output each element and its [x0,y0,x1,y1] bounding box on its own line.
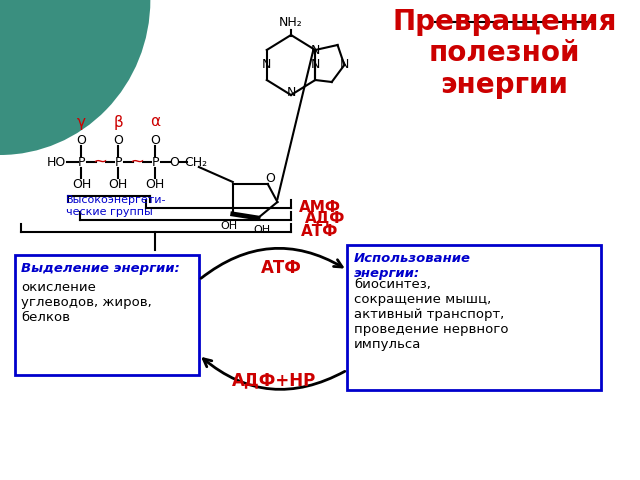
Text: АТФ: АТФ [301,224,339,239]
Text: АТФ: АТФ [261,259,301,277]
Text: N: N [286,85,296,98]
Text: АМФ: АМФ [299,200,341,215]
Text: АДФ+НР: АДФ+НР [232,371,317,389]
Text: окисление
углеводов, жиров,
белков: окисление углеводов, жиров, белков [21,281,152,324]
Text: N: N [310,44,320,57]
Text: ~: ~ [92,153,108,171]
Text: ~: ~ [129,153,144,171]
Text: P: P [77,156,85,168]
Text: OH: OH [253,225,271,235]
Text: NH₂: NH₂ [279,15,303,28]
Text: γ: γ [77,115,86,130]
Text: O: O [150,133,160,146]
Text: O: O [113,133,124,146]
Wedge shape [0,0,150,155]
Bar [348,245,602,390]
Bar [15,255,199,375]
Text: АДФ: АДФ [305,212,345,227]
Text: N: N [310,59,320,72]
Text: Выделение энергии:: Выделение энергии: [21,262,180,275]
Text: O: O [77,133,86,146]
Text: P: P [115,156,122,168]
Text: β: β [113,115,124,130]
Text: OH: OH [72,178,91,191]
FancyArrowPatch shape [201,248,342,278]
Text: HO: HO [47,156,66,168]
Text: OH: OH [109,178,128,191]
Text: α: α [150,115,160,130]
Text: N: N [340,59,349,72]
Text: O: O [266,171,276,184]
Text: CH₂: CH₂ [184,156,207,168]
Text: биосинтез,
сокращение мышц,
активный транспорт,
проведение нервного
импульса: биосинтез, сокращение мышц, активный тра… [354,278,509,351]
Text: Высокоэнергети-
ческие группы: Высокоэнергети- ческие группы [66,195,166,216]
Text: P: P [152,156,159,168]
Text: Превращения
полезной
энергии: Превращения полезной энергии [392,8,616,98]
Text: N: N [262,59,271,72]
Text: O: O [170,156,180,168]
Text: Использование
энергии:: Использование энергии: [354,252,471,280]
Text: OH: OH [145,178,165,191]
FancyArrowPatch shape [204,359,345,389]
Text: OH: OH [220,221,237,231]
